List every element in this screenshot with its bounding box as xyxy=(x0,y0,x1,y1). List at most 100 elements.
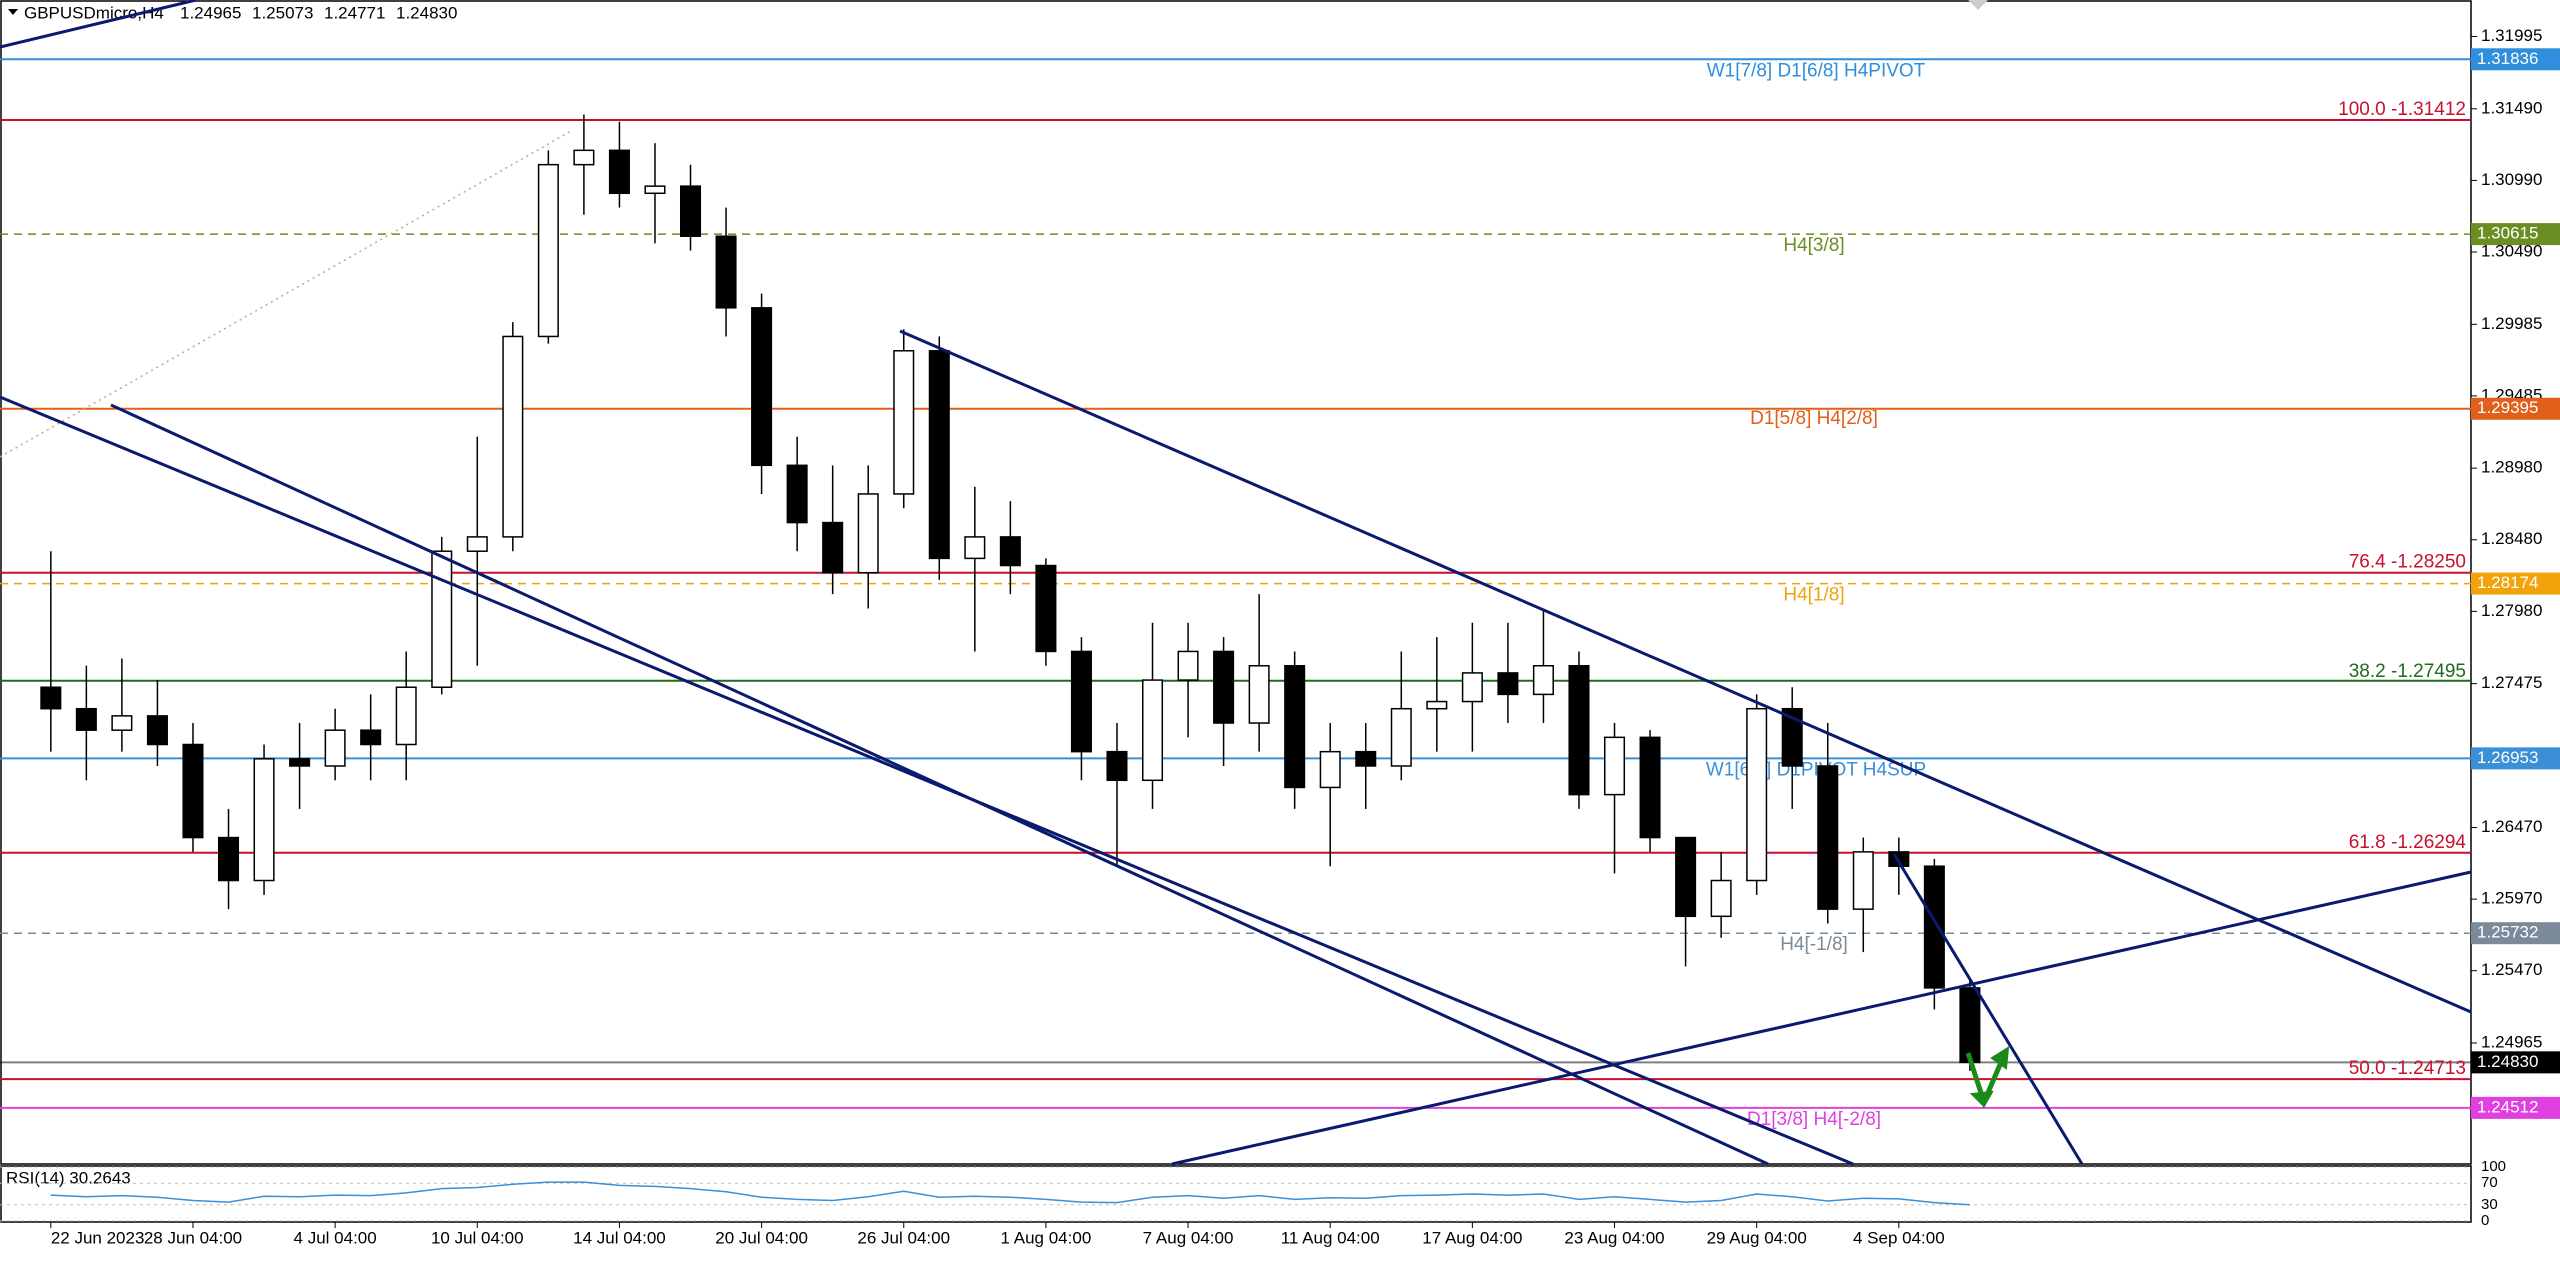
candle-body xyxy=(40,686,62,710)
candle-body xyxy=(360,729,382,746)
candle-body xyxy=(857,493,879,574)
candle-body xyxy=(964,536,986,560)
x-tick-label: 22 Jun 2023 xyxy=(51,1228,145,1247)
y-tick-label: 1.30990 xyxy=(2481,170,2542,189)
price-box xyxy=(2471,1096,2560,1119)
level-label: D1[5/8] H4[2/8] xyxy=(1750,408,1878,429)
x-tick-label: 4 Sep 04:00 xyxy=(1853,1228,1945,1247)
candle-body xyxy=(146,715,168,746)
candle-body xyxy=(1603,736,1626,796)
candle-body xyxy=(1355,750,1377,767)
price-box xyxy=(2471,747,2560,770)
candle-body xyxy=(1746,707,1768,882)
price-box-label: 1.28174 xyxy=(2477,573,2538,592)
candle-body xyxy=(1532,665,1554,696)
candle-body xyxy=(537,163,559,338)
candle-body xyxy=(1923,865,1945,989)
price-box xyxy=(2471,397,2560,420)
candle-body xyxy=(395,686,417,746)
candle-body xyxy=(1390,707,1412,767)
trendline xyxy=(1171,870,2472,1166)
rsi-tick-label: 100 xyxy=(2481,1158,2506,1175)
trendline xyxy=(0,395,1854,1166)
rsi-frame xyxy=(0,1165,2472,1223)
shift-marker xyxy=(1968,0,1988,10)
x-tick-label: 4 Jul 04:00 xyxy=(294,1228,377,1247)
candle-body xyxy=(1959,987,1981,1064)
candle-body xyxy=(1284,665,1306,789)
x-tick-label: 1 Aug 04:00 xyxy=(1001,1228,1092,1247)
candle-body xyxy=(75,707,97,731)
trendline xyxy=(1892,853,2084,1165)
candle-body xyxy=(608,149,630,195)
x-tick-label: 7 Aug 04:00 xyxy=(1143,1228,1234,1247)
y-tick-label: 1.25970 xyxy=(2481,889,2542,908)
candle-body xyxy=(715,235,737,309)
candle-body xyxy=(1852,851,1874,910)
trendlines xyxy=(0,0,2472,1166)
forecast-arrowhead xyxy=(1990,1046,2010,1070)
fib-base-line xyxy=(0,130,572,458)
header-ohlc: 1.25073 xyxy=(252,3,313,22)
level-label: H4[-1/8] xyxy=(1780,934,1848,955)
price-box xyxy=(2471,48,2560,71)
price-box-label: 1.26953 xyxy=(2477,748,2538,767)
candle-body xyxy=(1675,836,1697,918)
candle-body xyxy=(1213,650,1235,724)
candle-body xyxy=(1426,700,1448,710)
price-box-label: 1.24830 xyxy=(2477,1052,2538,1071)
candle-body xyxy=(1035,564,1057,653)
header-ohlc: 1.24965 xyxy=(180,3,241,22)
x-tick-label: 23 Aug 04:00 xyxy=(1564,1228,1664,1247)
y-tick-label: 1.28980 xyxy=(2481,458,2542,477)
trendline xyxy=(110,403,1769,1166)
candle-body xyxy=(466,536,488,552)
candle-body xyxy=(822,521,844,574)
x-tick-label: 28 Jun 04:00 xyxy=(144,1228,242,1247)
level-label: 38.2 -1.27495 xyxy=(2349,661,2466,682)
y-tick-label: 1.27980 xyxy=(2481,601,2542,620)
level-label: H4[3/8] xyxy=(1783,235,1844,256)
candle-body xyxy=(1568,665,1590,796)
candle-body xyxy=(289,758,311,767)
candle-body xyxy=(1781,707,1803,767)
y-tick-label: 1.31995 xyxy=(2481,26,2542,45)
candle-body xyxy=(786,464,808,524)
candle-body xyxy=(1141,679,1164,782)
candle-body xyxy=(1710,879,1732,918)
candle-body xyxy=(1319,750,1341,789)
rsi-line xyxy=(50,1181,1970,1206)
level-label: H4[1/8] xyxy=(1783,585,1844,606)
candle-body xyxy=(1639,736,1661,839)
price-box-label: 1.30615 xyxy=(2477,224,2538,243)
y-tick-label: 1.24965 xyxy=(2481,1033,2542,1052)
x-tick-label: 14 Jul 04:00 xyxy=(573,1228,666,1247)
trendline xyxy=(0,0,197,49)
header-ohlc: 1.24830 xyxy=(396,3,457,22)
candle-body xyxy=(182,743,204,839)
candle-body xyxy=(1177,650,1199,681)
x-tick-label: 29 Aug 04:00 xyxy=(1707,1228,1807,1247)
y-tick-label: 1.27475 xyxy=(2481,673,2542,692)
price-box xyxy=(2471,223,2560,246)
candle-body xyxy=(324,729,346,767)
level-label: D1[3/8] H4[-2/8] xyxy=(1747,1109,1881,1130)
candle-body xyxy=(679,185,702,237)
price-box-label: 1.31836 xyxy=(2477,49,2538,68)
x-tick-label: 20 Jul 04:00 xyxy=(715,1228,808,1247)
candle-body xyxy=(431,550,453,688)
candle-body xyxy=(217,836,240,882)
trendline xyxy=(899,329,2472,1014)
candle-body xyxy=(751,307,773,467)
candle-body xyxy=(502,335,524,538)
x-tick-label: 11 Aug 04:00 xyxy=(1281,1228,1380,1247)
candle-body xyxy=(928,350,950,560)
candle-body xyxy=(1248,665,1270,724)
candle-body xyxy=(253,758,275,882)
candle-body xyxy=(1070,650,1092,753)
price-box xyxy=(2471,922,2560,945)
rsi-tick-label: 0 xyxy=(2481,1212,2489,1229)
y-tick-label: 1.28480 xyxy=(2481,529,2542,548)
